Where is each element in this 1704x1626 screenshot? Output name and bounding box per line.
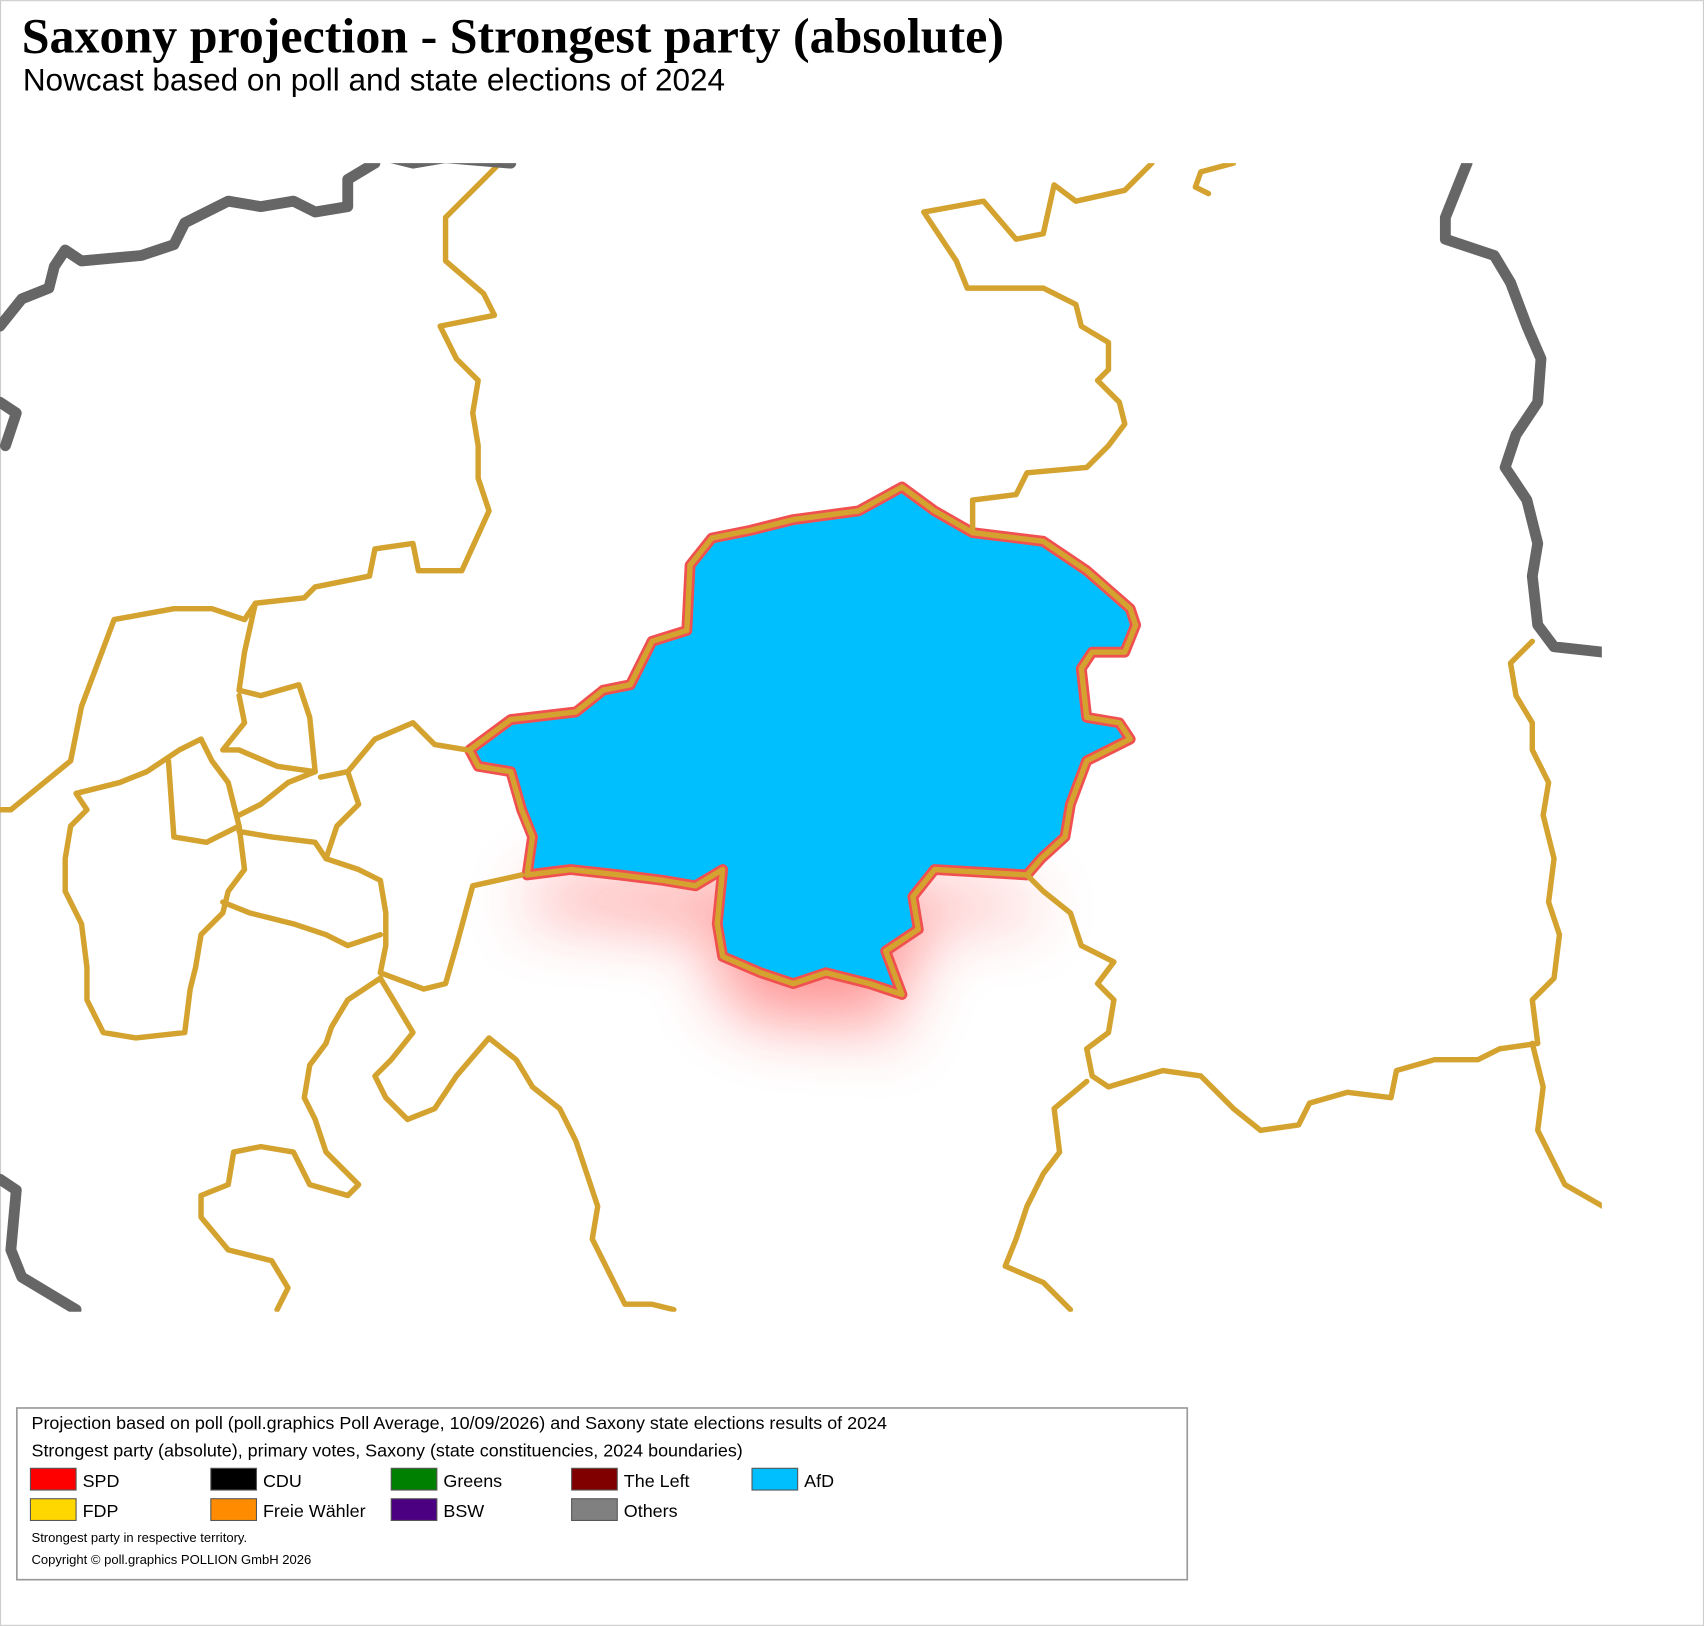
title: Saxony projection - Strongest party (abs… xyxy=(22,7,1004,63)
legend-label: The Left xyxy=(624,1471,690,1491)
legend-label: Others xyxy=(624,1501,678,1521)
constituency-borders xyxy=(0,163,1602,1312)
legend-swatch xyxy=(390,1498,438,1522)
subtitle: Nowcast based on poll and state election… xyxy=(23,61,725,97)
state-borders xyxy=(0,163,1602,1312)
map xyxy=(0,163,1602,1312)
legend-line: Strongest party (absolute), primary vote… xyxy=(32,1440,743,1460)
legend-label: AfD xyxy=(804,1471,834,1491)
legend-label: Freie Wähler xyxy=(263,1501,366,1521)
region-outline xyxy=(466,484,1139,998)
legend-note: Strongest party in respective territory. xyxy=(32,1530,248,1545)
legend-line: Projection based on poll (poll.graphics … xyxy=(32,1413,888,1433)
legend: Projection based on poll (poll.graphics … xyxy=(16,1407,1189,1581)
legend-label: FDP xyxy=(83,1501,119,1521)
legend-swatch xyxy=(29,1498,77,1522)
legend-box xyxy=(16,1407,1189,1581)
legend-label: SPD xyxy=(83,1471,120,1491)
legend-note: Copyright © poll.graphics POLLION GmbH 2… xyxy=(32,1552,312,1567)
legend-label: Greens xyxy=(443,1471,502,1491)
legend-swatch xyxy=(29,1467,77,1491)
legend-label: CDU xyxy=(263,1471,302,1491)
legend-swatch xyxy=(390,1467,438,1491)
legend-swatch xyxy=(751,1467,799,1491)
legend-label: BSW xyxy=(443,1501,484,1521)
legend-swatch xyxy=(210,1498,258,1522)
legend-swatch xyxy=(571,1498,618,1522)
legend-swatch xyxy=(571,1467,618,1491)
legend-swatch xyxy=(210,1467,258,1491)
